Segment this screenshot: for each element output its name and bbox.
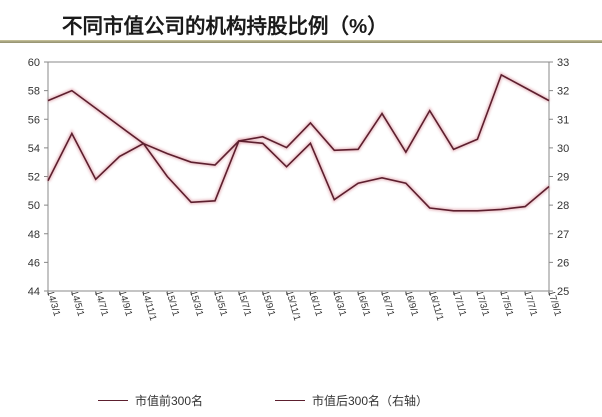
svg-text:54: 54 [28, 143, 40, 155]
svg-text:58: 58 [28, 86, 40, 98]
svg-text:50: 50 [28, 200, 40, 212]
svg-text:46: 46 [28, 257, 40, 269]
svg-text:52: 52 [28, 172, 40, 184]
svg-text:33: 33 [557, 57, 569, 69]
svg-text:27: 27 [557, 229, 569, 241]
svg-text:28: 28 [557, 200, 569, 212]
svg-text:30: 30 [557, 143, 569, 155]
svg-text:60: 60 [28, 57, 40, 69]
svg-text:48: 48 [28, 229, 40, 241]
svg-text:56: 56 [28, 114, 40, 126]
svg-text:32: 32 [557, 86, 569, 98]
svg-text:31: 31 [557, 114, 569, 126]
svg-text:26: 26 [557, 257, 569, 269]
svg-text:29: 29 [557, 172, 569, 184]
